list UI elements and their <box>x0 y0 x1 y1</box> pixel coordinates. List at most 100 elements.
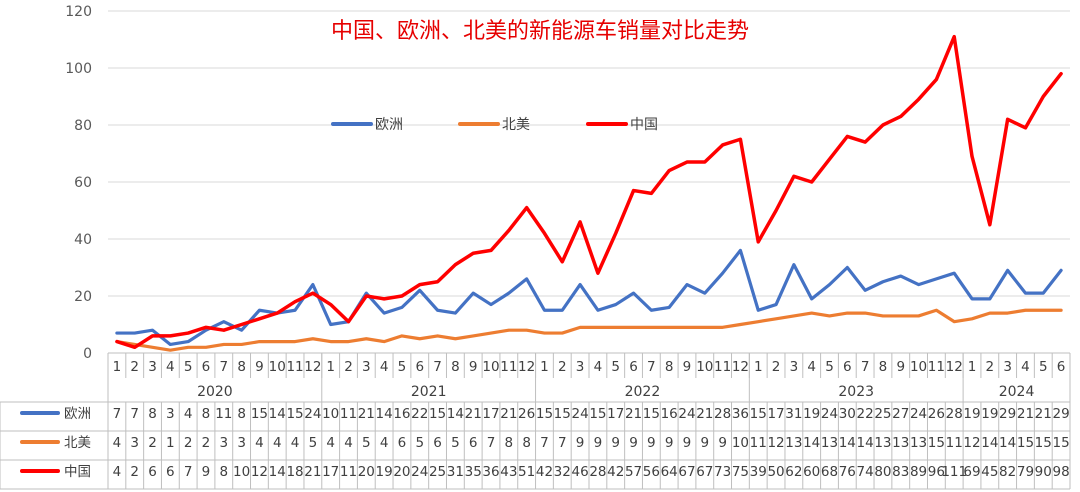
x-tick-label: 3 <box>1003 359 1012 375</box>
table-cell: 20 <box>358 464 375 480</box>
table-cell: 4 <box>184 406 193 422</box>
table-cell: 26 <box>518 406 535 422</box>
table-cell: 13 <box>892 435 909 451</box>
table-cell: 25 <box>429 464 446 480</box>
table-cell: 13 <box>874 435 891 451</box>
year-label: 2020 <box>197 384 233 400</box>
table-cell: 5 <box>309 435 318 451</box>
table-cell: 14 <box>999 435 1016 451</box>
x-tick-label: 9 <box>255 359 264 375</box>
x-tick-label: 9 <box>896 359 905 375</box>
legend-label: 北美 <box>502 117 530 133</box>
x-tick-label: 6 <box>1057 359 1066 375</box>
x-tick-label: 10 <box>910 359 927 375</box>
table-cell: 96 <box>928 464 945 480</box>
table-cell: 64 <box>661 464 678 480</box>
table-cell: 22 <box>411 406 428 422</box>
table-cell: 24 <box>571 406 588 422</box>
table-cell: 15 <box>536 406 553 422</box>
x-tick-label: 1 <box>113 359 122 375</box>
table-cell: 8 <box>202 406 211 422</box>
table-cell: 7 <box>184 464 193 480</box>
table-cell: 17 <box>322 464 339 480</box>
table-cell: 21 <box>465 406 482 422</box>
table-cell: 15 <box>750 406 767 422</box>
x-tick-label: 10 <box>269 359 286 375</box>
y-tick-label: 100 <box>65 61 92 77</box>
table-cell: 16 <box>661 406 678 422</box>
table-cell: 3 <box>130 435 139 451</box>
x-tick-label: 3 <box>148 359 157 375</box>
table-cell: 18 <box>286 464 303 480</box>
x-tick-label: 6 <box>202 359 211 375</box>
table-cell: 16 <box>393 406 410 422</box>
x-tick-label: 1 <box>754 359 763 375</box>
table-cell: 67 <box>678 464 695 480</box>
year-label: 2023 <box>838 384 874 400</box>
table-cell: 8 <box>522 435 531 451</box>
table-cell: 51 <box>518 464 535 480</box>
table-cell: 7 <box>540 435 549 451</box>
y-tick-label: 120 <box>65 4 92 20</box>
table-cell: 2 <box>184 435 193 451</box>
table-cell: 15 <box>1052 435 1069 451</box>
table-cell: 80 <box>874 464 891 480</box>
table-cell: 9 <box>683 435 692 451</box>
table-cell: 24 <box>910 406 927 422</box>
table-cell: 22 <box>857 406 874 422</box>
table-cell: 43 <box>500 464 517 480</box>
table-cell: 15 <box>554 406 571 422</box>
y-tick-label: 20 <box>74 289 92 305</box>
x-tick-label: 3 <box>576 359 585 375</box>
x-tick-label: 12 <box>732 359 749 375</box>
x-tick-label: 3 <box>362 359 371 375</box>
x-tick-label: 7 <box>433 359 442 375</box>
x-tick-label: 4 <box>1021 359 1030 375</box>
table-cell: 15 <box>1035 435 1052 451</box>
table-cell: 10 <box>322 406 339 422</box>
table-cell: 17 <box>767 406 784 422</box>
table-cell: 7 <box>130 406 139 422</box>
x-tick-label: 4 <box>380 359 389 375</box>
x-tick-label: 8 <box>665 359 674 375</box>
table-cell: 5 <box>415 435 424 451</box>
table-series-name: 中国 <box>64 464 91 480</box>
year-label: 2021 <box>411 384 447 400</box>
table-cell: 8 <box>148 406 157 422</box>
x-tick-label: 11 <box>286 359 303 375</box>
table-cell: 11 <box>340 406 357 422</box>
x-tick-label: 7 <box>647 359 656 375</box>
table-cell: 26 <box>928 406 945 422</box>
table-cell: 10 <box>233 464 250 480</box>
table-cell: 69 <box>963 464 980 480</box>
table-cell: 4 <box>113 435 122 451</box>
x-tick-label: 10 <box>696 359 713 375</box>
x-tick-label: 11 <box>500 359 517 375</box>
table-cell: 11 <box>215 406 232 422</box>
table-cell: 4 <box>344 435 353 451</box>
table-cell: 14 <box>981 435 998 451</box>
series-line-欧洲 <box>115 248 1063 347</box>
table-cell: 4 <box>291 435 300 451</box>
table-cell: 20 <box>393 464 410 480</box>
table-cell: 15 <box>589 406 606 422</box>
year-label: 2024 <box>999 384 1035 400</box>
x-tick-label: 12 <box>946 359 963 375</box>
table-cell: 6 <box>469 435 478 451</box>
x-tick-label: 5 <box>611 359 620 375</box>
table-cell: 9 <box>665 435 674 451</box>
table-cell: 57 <box>625 464 642 480</box>
table-cell: 83 <box>892 464 909 480</box>
table-cell: 98 <box>1052 464 1069 480</box>
table-cell: 14 <box>839 435 856 451</box>
table-cell: 24 <box>411 464 428 480</box>
table-cell: 9 <box>594 435 603 451</box>
y-axis-tick-labels: 0 20 40 60 80 100 120 <box>65 4 92 362</box>
table-cell: 25 <box>874 406 891 422</box>
table-cell: 90 <box>1035 464 1052 480</box>
table-cell: 50 <box>767 464 784 480</box>
y-tick-label: 40 <box>74 232 92 248</box>
table-cell: 3 <box>166 406 175 422</box>
x-tick-label: 12 <box>518 359 535 375</box>
